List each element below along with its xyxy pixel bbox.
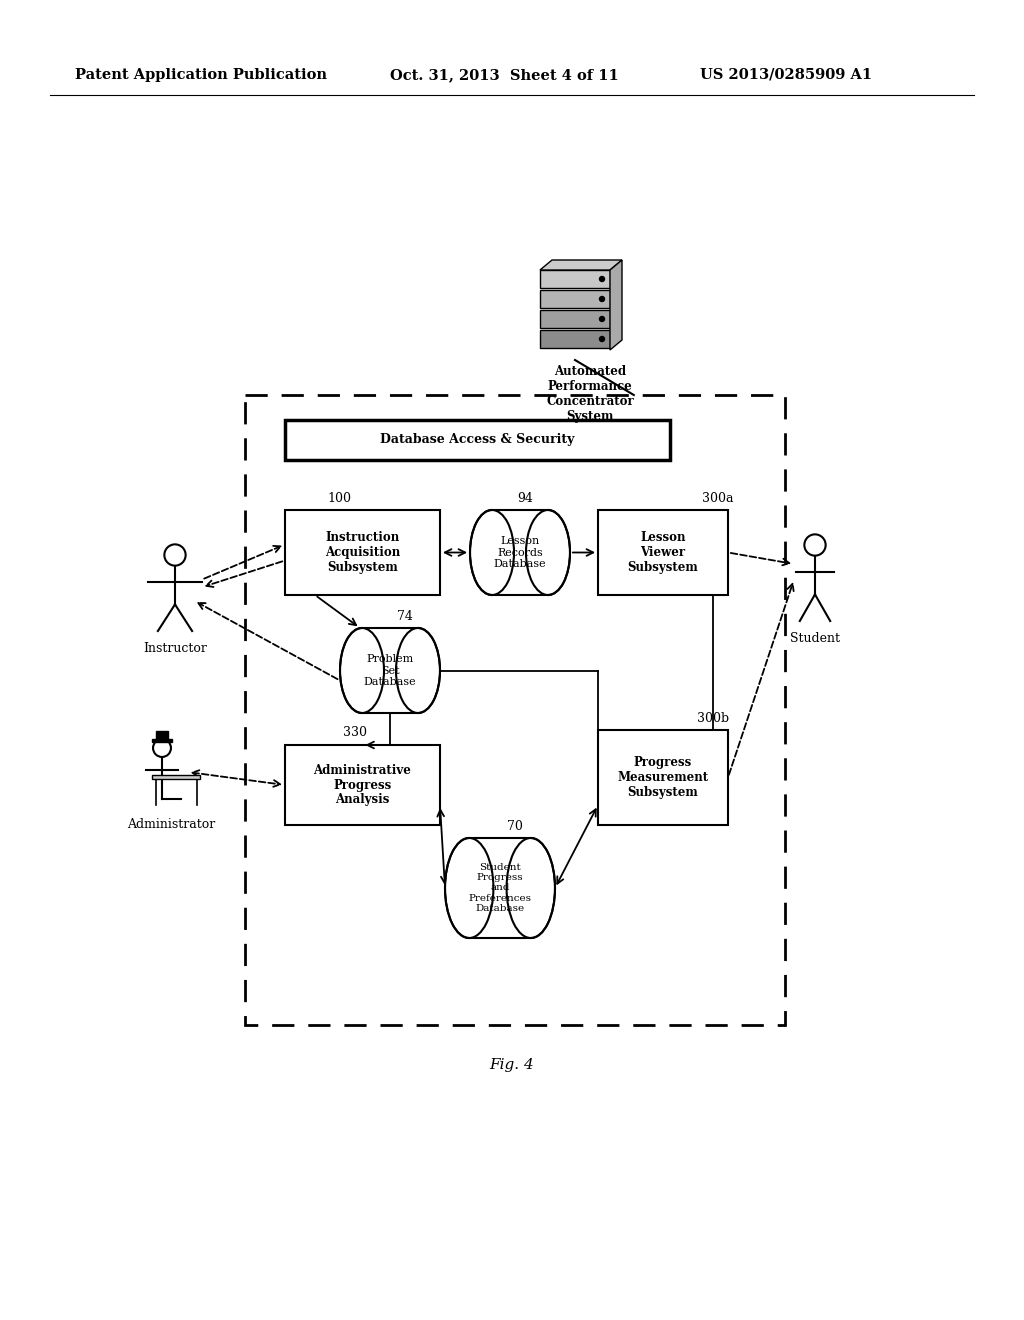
Circle shape: [165, 544, 185, 566]
Polygon shape: [610, 260, 622, 350]
Bar: [598, 730, 728, 825]
Ellipse shape: [470, 510, 514, 595]
Circle shape: [599, 317, 604, 322]
Bar: [540, 290, 610, 308]
Bar: [548, 510, 570, 595]
Bar: [285, 420, 670, 459]
Bar: [598, 510, 728, 595]
Bar: [362, 628, 418, 713]
Ellipse shape: [445, 838, 494, 939]
Text: Instructor: Instructor: [143, 643, 207, 656]
Bar: [540, 310, 610, 327]
Text: 70: 70: [507, 820, 523, 833]
Text: Problem
Set
Database: Problem Set Database: [364, 653, 417, 688]
Text: Oct. 31, 2013  Sheet 4 of 11: Oct. 31, 2013 Sheet 4 of 11: [390, 69, 618, 82]
Ellipse shape: [396, 628, 440, 713]
Text: US 2013/0285909 A1: US 2013/0285909 A1: [700, 69, 872, 82]
Bar: [153, 775, 201, 779]
Bar: [540, 271, 610, 288]
Bar: [156, 731, 168, 739]
Bar: [470, 510, 492, 595]
Bar: [285, 510, 440, 595]
Text: 74: 74: [397, 610, 413, 623]
Text: Lesson
Viewer
Subsystem: Lesson Viewer Subsystem: [628, 531, 698, 574]
Circle shape: [599, 297, 604, 301]
Text: Database Access & Security: Database Access & Security: [380, 433, 574, 446]
Text: Fig. 4: Fig. 4: [489, 1059, 535, 1072]
Bar: [540, 330, 610, 348]
Text: Progress
Measurement
Subsystem: Progress Measurement Subsystem: [617, 756, 709, 799]
Ellipse shape: [526, 510, 570, 595]
Bar: [469, 838, 530, 939]
Polygon shape: [540, 260, 622, 271]
Text: Patent Application Publication: Patent Application Publication: [75, 69, 327, 82]
Bar: [418, 628, 440, 713]
Text: Student: Student: [790, 632, 840, 645]
Circle shape: [153, 739, 171, 756]
Ellipse shape: [340, 628, 384, 713]
Bar: [285, 744, 440, 825]
Bar: [245, 395, 785, 1026]
Text: Administrator: Administrator: [127, 818, 216, 832]
Text: Automated
Performance
Concentrator
System: Automated Performance Concentrator Syste…: [546, 366, 634, 422]
Ellipse shape: [507, 838, 555, 939]
Text: 300b: 300b: [697, 711, 729, 725]
Bar: [340, 628, 362, 713]
Text: 300a: 300a: [702, 491, 734, 504]
Text: Administrative
Progress
Analysis: Administrative Progress Analysis: [313, 763, 412, 807]
Bar: [445, 838, 469, 939]
Bar: [152, 739, 172, 742]
Text: Lesson
Records
Database: Lesson Records Database: [494, 536, 547, 569]
Text: 100: 100: [328, 491, 351, 504]
Bar: [492, 510, 548, 595]
Text: Student
Progress
and
Preferences
Database: Student Progress and Preferences Databas…: [469, 863, 531, 913]
Circle shape: [805, 535, 825, 556]
Text: Instruction
Acquisition
Subsystem: Instruction Acquisition Subsystem: [325, 531, 400, 574]
Text: 330: 330: [343, 726, 367, 739]
Bar: [530, 838, 555, 939]
Circle shape: [599, 276, 604, 281]
Text: 94: 94: [517, 491, 532, 504]
Circle shape: [599, 337, 604, 342]
